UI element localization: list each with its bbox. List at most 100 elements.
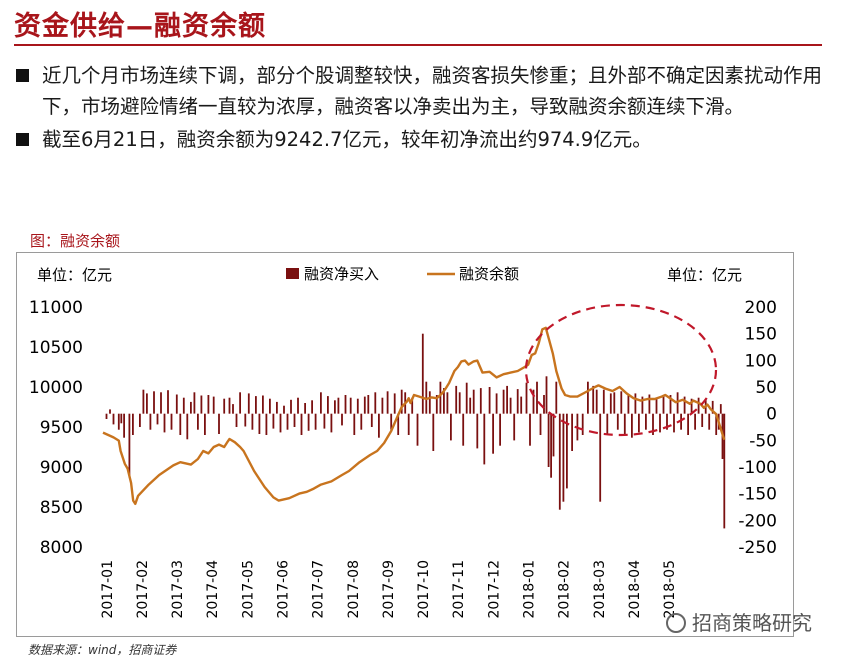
net-buy-bar [428, 391, 431, 414]
legend-line-label: 融资余额 [459, 265, 519, 283]
figure-label: 图：融资余额 [30, 232, 121, 250]
net-buy-bar [353, 413, 356, 435]
net-buy-bar [416, 413, 419, 446]
net-buy-bar [555, 381, 558, 414]
bullet-square-icon [16, 69, 29, 82]
net-buy-bar [666, 413, 668, 430]
net-buy-bar [123, 413, 125, 438]
net-buy-bar [506, 385, 508, 414]
chart-svg: 8000 8500 9000 9500 10000 10500 11000 -250 -200… [29, 265, 777, 619]
net-buy-bar [156, 413, 159, 425]
net-buy-bar [239, 392, 241, 414]
net-buy-bar [715, 413, 718, 435]
x-tick-label: 2017-05 [240, 560, 256, 619]
net-buy-bar [109, 409, 111, 414]
net-buy-bar [659, 413, 661, 433]
net-buy-bar [711, 400, 714, 414]
net-buy-bar [212, 396, 215, 414]
net-buy-bar [139, 413, 141, 427]
net-buy-bar [690, 398, 693, 414]
net-buy-bar [265, 413, 268, 435]
net-buy-bar [149, 413, 152, 430]
net-buy-bar [587, 381, 589, 414]
net-buy-bar [529, 413, 531, 446]
net-buy-bar [552, 413, 555, 457]
net-buy-bar [290, 399, 292, 414]
highlight-ellipse [524, 303, 718, 437]
net-buy-bar [648, 394, 651, 414]
net-buy-bar [320, 392, 322, 414]
net-buy-bar [276, 401, 278, 414]
net-buy-bar [571, 413, 573, 451]
net-buy-bar [334, 400, 336, 414]
left-tick-label: 9500 [40, 418, 83, 438]
net-buy-bar [592, 385, 595, 414]
x-tick-label: 2018-04 [627, 560, 643, 619]
x-tick-label: 2017-12 [486, 560, 502, 619]
right-tick-label: -200 [738, 511, 777, 531]
chart-frame: 8000 8500 9000 9500 10000 10500 11000 -250 -200… [16, 252, 794, 637]
net-buy-bar [566, 413, 568, 489]
net-buy-bar [146, 393, 148, 414]
net-buy-bar [595, 389, 598, 414]
bullet-text: 截至6月21日，融资余额为9242.7亿元，较年初净流出约974.9亿元。 [42, 128, 652, 151]
legend-bar-swatch [286, 268, 299, 279]
net-buy-bar [197, 413, 199, 430]
net-buy-bar [132, 413, 134, 435]
net-buy-bar [652, 413, 654, 435]
net-buy-bar [616, 413, 619, 430]
net-buy-bar [327, 396, 329, 414]
net-buy-bar [407, 413, 410, 435]
net-buy-bar [337, 397, 340, 414]
net-buy-bar [293, 413, 296, 427]
net-buy-bar [723, 413, 726, 529]
net-buy-bar [701, 413, 704, 427]
net-buy-bar [623, 413, 626, 435]
net-buy-bar [163, 413, 166, 433]
net-buy-bar [462, 413, 465, 446]
net-buy-bar [669, 395, 672, 414]
bullet-item: 截至6月21日，融资余额为9242.7亿元，较年初净流出约974.9亿元。 [16, 124, 842, 155]
x-tick-label: 2017-04 [205, 560, 221, 619]
net-buy-bar [360, 413, 363, 430]
x-tick-label: 2018-05 [662, 560, 678, 619]
x-tick-label: 2017-02 [135, 560, 151, 619]
net-buy-bar [262, 395, 264, 414]
right-axis-ticks: -250 -200 -150 -100 -50 0 50 100 150 200 [738, 298, 777, 558]
net-buy-bar [719, 404, 722, 414]
net-buy-bar [673, 413, 675, 433]
net-buy-bar [513, 413, 516, 441]
title-rule [14, 44, 822, 46]
net-buy-bar [160, 392, 162, 414]
net-buy-bar [516, 389, 519, 414]
net-buy-bar [179, 413, 182, 435]
net-buy-bars [105, 333, 726, 529]
net-buy-bar [435, 395, 438, 414]
net-buy-bar [432, 413, 435, 451]
net-buy-bar [472, 389, 475, 414]
x-tick-label: 2018-01 [522, 560, 538, 619]
net-buy-bar [425, 381, 428, 414]
net-buy-bar [397, 413, 400, 435]
x-tick-label: 2018-02 [557, 560, 573, 619]
legend-bar-label: 融资净买入 [304, 265, 379, 283]
net-buy-bar [411, 397, 414, 414]
net-buy-bar [509, 397, 512, 414]
net-buy-bar [520, 396, 523, 414]
left-tick-label: 8500 [40, 498, 83, 518]
net-buy-bar [378, 413, 380, 438]
net-buy-bar [680, 413, 682, 430]
net-buy-bar [443, 388, 445, 414]
right-tick-label: 0 [766, 405, 777, 425]
net-buy-bar [142, 389, 145, 414]
net-buy-bar [186, 413, 189, 440]
net-buy-bar [446, 392, 449, 414]
net-buy-bar [349, 397, 352, 414]
net-buy-bar [483, 413, 486, 465]
net-buy-bar [602, 389, 605, 414]
page-title: 资金供给—融资余额 [14, 11, 266, 42]
net-buy-bar [367, 395, 370, 414]
left-tick-label: 11000 [29, 298, 83, 318]
net-buy-bar [279, 413, 282, 433]
net-buy-bar [499, 413, 501, 446]
